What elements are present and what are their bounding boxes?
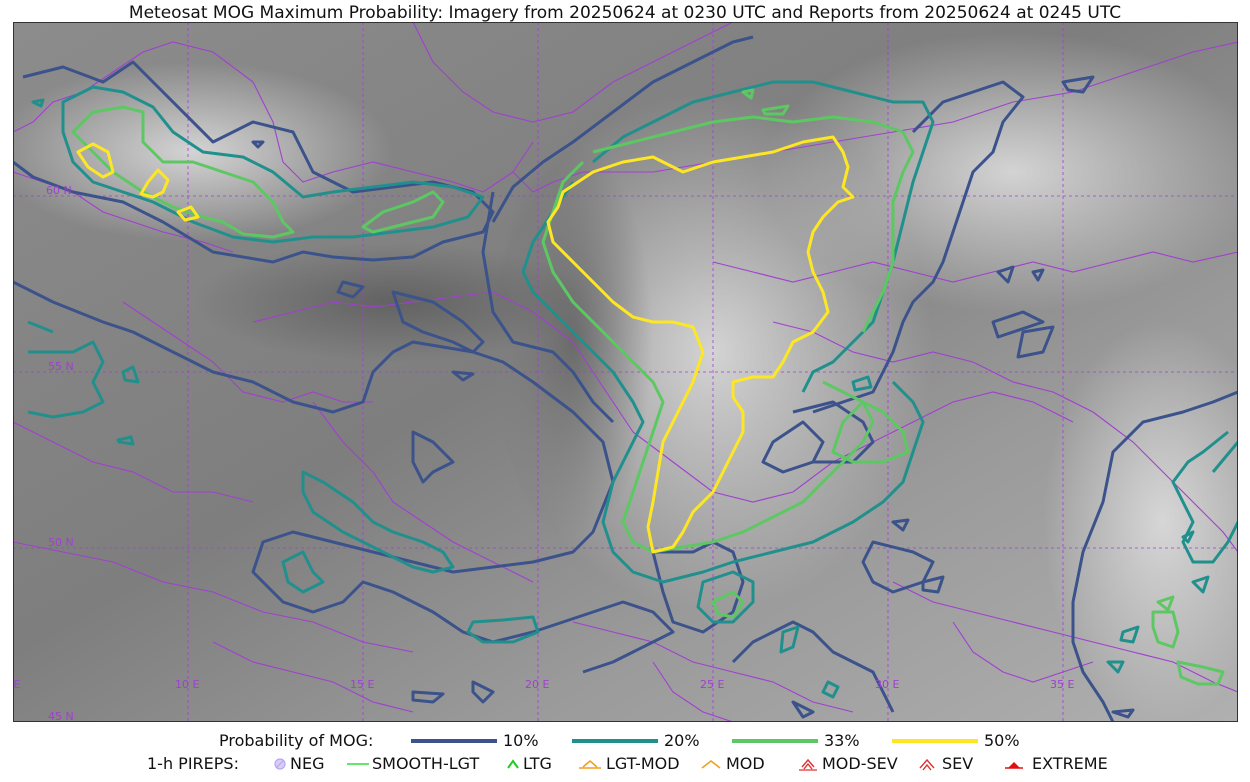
swatch-20pct [572,738,658,743]
legend-label-ltg: LTG [523,754,552,773]
legend-item-extreme: EXTREME [1004,754,1108,773]
chevron-bar-icon [578,757,602,771]
legend-item-mod: MOD [700,754,765,773]
chevron-icon [700,757,722,771]
contour-50pct [76,135,855,554]
neg-icon [272,757,288,771]
lat-label-60: 60 N [46,184,72,197]
legend-label-33pct: 33% [824,731,860,750]
lon-label-35: 35 E [1050,678,1074,691]
contour-20pct [27,80,1238,699]
legend-item-33pct: 33% [732,731,860,750]
swatch-33pct [732,738,818,743]
filled-triangle-icon [1004,757,1024,771]
legend-label-sev: SEV [942,754,974,773]
legend-item-smooth-lgt: SMOOTH-LGT [346,754,479,773]
legend-label-smooth-lgt: SMOOTH-LGT [372,754,480,773]
satellite-map: 60 N 55 N 50 N 45 N 5 E 10 E 15 E 20 E 2… [13,22,1238,722]
pirep-legend-title: 1-h PIREPS: [147,754,239,773]
legend-item-mod-sev: MOD-SEV [798,754,898,773]
legend-label-20pct: 20% [664,731,700,750]
country-borders [13,22,1238,722]
pirep-legend: 1-h PIREPS: NEG SMOOTH-LGT LTG LGT-MOD M… [0,754,1250,776]
legend-item-50pct: 50% [892,731,1020,750]
line-icon [346,757,370,771]
swatch-10pct [411,738,497,743]
lon-label-15: 15 E [350,678,374,691]
double-chevron-bar-icon [798,757,818,771]
legend-item-ltg: LTG [505,754,552,773]
graticule-labels: 60 N 55 N 50 N 45 N 5 E 10 E 15 E 20 E 2… [13,184,1074,722]
legend-item-10pct: 10% [411,731,539,750]
double-chevron-icon [918,757,936,771]
legend-label-10pct: 10% [503,731,539,750]
lon-label-5: 5 E [13,678,20,691]
legend-label-lgt-mod: LGT-MOD [606,754,680,773]
probability-legend-title: Probability of MOG: [219,731,374,750]
chevron-icon [505,757,521,771]
lat-label-55: 55 N [48,360,74,373]
probability-legend: Probability of MOG: 10% 20% 33% 50% [0,731,1250,753]
lat-label-50: 50 N [48,536,74,549]
lon-label-25: 25 E [700,678,724,691]
legend-item-neg: NEG [272,754,324,773]
legend-label-mod: MOD [726,754,765,773]
legend-label-50pct: 50% [984,731,1020,750]
legend-label-neg: NEG [290,754,325,773]
legend-label-mod-sev: MOD-SEV [822,754,898,773]
lon-label-20: 20 E [525,678,549,691]
lat-label-45: 45 N [48,710,74,722]
lon-label-30: 30 E [875,678,899,691]
legend-item-20pct: 20% [572,731,700,750]
legend-label-extreme: EXTREME [1032,754,1108,773]
swatch-50pct [892,738,978,743]
legend-item-sev: SEV [918,754,973,773]
map-title: Meteosat MOG Maximum Probability: Imager… [128,3,1122,23]
graticule [13,22,1238,722]
legend-item-lgt-mod: LGT-MOD [578,754,680,773]
lon-label-10: 10 E [175,678,199,691]
